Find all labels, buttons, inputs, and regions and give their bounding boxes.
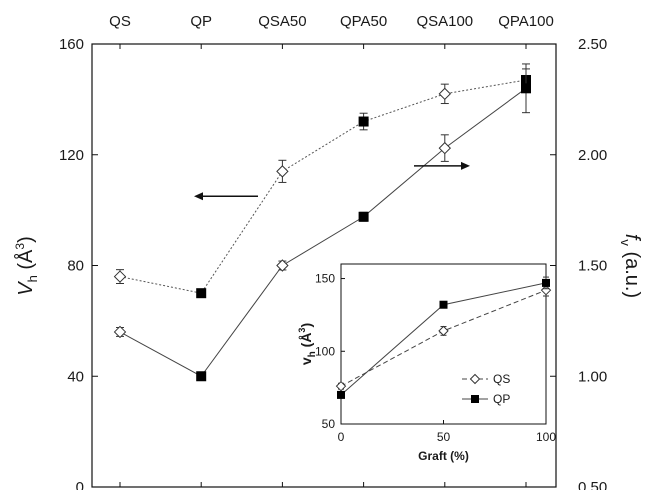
inset-legend-label: QP [493,392,510,406]
category-label: QP [190,13,212,30]
right-tick-label: 0.50 [578,479,607,490]
series-1-point [438,141,452,155]
inset-x-tick-label: 50 [437,430,451,444]
right-tick-label: 1.50 [578,258,607,275]
inset-y-tick-label: 50 [322,417,336,431]
inset-y-tick-label: 100 [315,344,335,358]
inset-frame [340,263,547,425]
inset-legend-marker [471,395,479,403]
category-label: QSA50 [258,13,306,30]
series-1-point [276,259,289,272]
inset-series-1-point [337,390,345,399]
left-axis-arrow-head [194,192,203,201]
inset-legend-label: QS [493,372,510,386]
series-0-point [113,270,127,283]
inset-series-1-point [439,300,448,309]
left-tick-label: 0 [76,479,84,490]
series-0-line [119,79,527,294]
right-axis-title: fv (a.u.) [618,234,643,298]
inset-x-tick-label: 0 [338,430,345,444]
inset-y-axis-title: vh (Å3) [297,323,318,365]
right-tick-label: 2.50 [578,36,607,53]
inset-y-tick-label: 150 [315,272,335,286]
category-label: QPA50 [340,13,387,30]
left-tick-label: 120 [59,147,84,164]
series-0-point [276,165,289,178]
inset-legend-marker [469,373,481,385]
category-label: QS [109,13,131,30]
inset-series-0-point [438,325,449,337]
left-tick-label: 40 [67,368,84,385]
inset-x-axis-title: Graft (%) [418,449,469,463]
right-axis-arrow-head [461,161,470,170]
series-0-point [438,87,452,101]
series-1-point [113,325,127,339]
series-1-line [119,87,527,377]
right-tick-label: 1.00 [578,368,607,385]
series-1-point [521,83,531,94]
inset-series-1-point [542,278,550,287]
inset-x-tick-label: 100 [536,430,556,444]
series-1-point [358,211,369,222]
left-tick-label: 160 [59,36,84,53]
series-0-point [358,116,369,127]
series-0-point [196,288,207,299]
left-axis-title: Vh (Å3) [13,236,40,296]
inset-series-0-point [335,380,347,392]
category-label: QPA100 [498,13,554,30]
right-tick-label: 2.00 [578,147,607,164]
left-tick-label: 80 [67,258,84,275]
category-label: QSA100 [416,13,473,30]
series-1-point [196,371,207,382]
